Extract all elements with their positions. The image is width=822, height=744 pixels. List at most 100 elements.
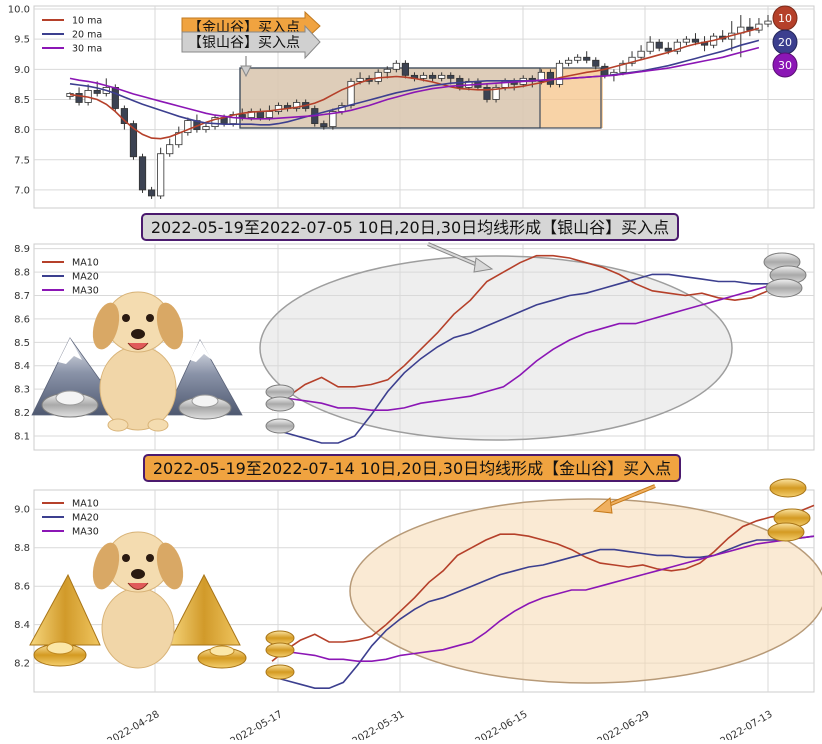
ma10-line-silver — [271, 254, 769, 411]
candle-body — [646, 41, 654, 52]
y-tick-label: 8.2 — [14, 659, 30, 670]
dog-icon — [92, 291, 184, 432]
x-tick-labels: 2022-04-28 2022-05-17 2022-05-31 2022-06-15… — [106, 709, 775, 744]
candle-body — [93, 90, 101, 94]
candle-body — [637, 50, 645, 58]
candle-body — [628, 56, 636, 64]
gold-ingot-icon — [33, 641, 247, 669]
legend-label: 30 ma — [72, 44, 102, 55]
ma30-line-silver — [272, 285, 769, 412]
candle-body — [75, 93, 83, 103]
ma30-line — [69, 46, 760, 120]
y-tick-label: 9.5 — [14, 35, 30, 46]
y-tick-label: 8.4 — [14, 620, 30, 631]
candle-body — [492, 87, 500, 100]
y-tick-label: 8.1 — [14, 431, 30, 442]
candle-body — [211, 117, 219, 127]
y-tick-label: 8.5 — [14, 338, 30, 349]
ma20-badge-text: 20 — [778, 36, 792, 49]
ma10-line — [69, 27, 760, 140]
candle-body — [682, 38, 691, 43]
candle-body — [664, 47, 672, 52]
ma-lines-lower — [271, 254, 815, 690]
gold-ingot-small-icon — [265, 478, 811, 680]
ma20-badge: 20 — [772, 29, 798, 55]
ma30-badge-text: 30 — [778, 59, 792, 72]
candle-body — [691, 38, 700, 43]
candle-body — [583, 56, 591, 61]
x-tick-label: 2022-06-29 — [596, 709, 652, 740]
silver-ingot-icon — [41, 390, 232, 420]
candle-body — [184, 120, 192, 134]
candle-body — [546, 71, 555, 85]
y-tick-label: 8.3 — [14, 385, 30, 396]
candle-body — [655, 41, 663, 49]
y-tick-label: 8.6 — [14, 314, 30, 325]
y-tick-label: 8.6 — [14, 582, 30, 593]
gold-pointer-arrow-icon — [592, 484, 656, 514]
candle-body — [157, 153, 165, 197]
candle-body — [574, 56, 582, 61]
y-tick-label: 8.0 — [14, 125, 30, 136]
x-tick-label: 2022-04-28 — [106, 709, 162, 740]
candle-body — [129, 123, 138, 158]
candle-body — [265, 111, 274, 118]
candle-body — [120, 108, 128, 124]
candle-body — [401, 62, 410, 76]
candle-body — [147, 189, 156, 197]
candle-body — [111, 87, 119, 109]
y-tick-label: 10.0 — [8, 5, 30, 16]
silver-ingot-small-icon — [265, 252, 807, 434]
silver-banner-text: 2022-05-19至2022-07-05 10日,20日,30日均线形成【银山… — [151, 218, 669, 237]
candle-body — [238, 114, 246, 118]
ma10-badge-text: 10 — [778, 12, 792, 25]
candle-body — [537, 71, 545, 82]
y-tick-label: 7.0 — [14, 185, 30, 196]
silver-callout: 【银山谷】买入点 — [181, 24, 321, 60]
ma10-badge: 10 — [772, 5, 798, 31]
candle-body — [383, 68, 391, 73]
legend-label: MA30 — [72, 527, 99, 538]
candle-body — [755, 23, 763, 31]
legend-label: MA20 — [72, 272, 99, 283]
y-tick-label: 8.5 — [14, 95, 30, 106]
ma30-line-gold — [272, 535, 815, 663]
legend-label: MA20 — [72, 513, 99, 524]
y-tick-label: 8.4 — [14, 361, 30, 372]
candle-body — [592, 59, 600, 67]
x-tick-label: 2022-07-13 — [719, 709, 775, 740]
silver-valley-ellipse — [259, 255, 733, 441]
dog-icon-2 — [92, 531, 184, 669]
candle-body — [428, 74, 437, 79]
candle-body — [138, 156, 147, 191]
candle-body — [619, 62, 627, 73]
x-tick-label: 2022-06-15 — [474, 709, 530, 740]
candle-body — [564, 59, 573, 64]
candle-body — [555, 62, 564, 85]
callout-arrow-icon — [240, 56, 252, 78]
y-tick-label: 8.8 — [14, 543, 30, 554]
silver-pointer-arrow-icon — [427, 242, 494, 273]
x-tick-label: 2022-05-17 — [229, 709, 285, 740]
candle-body — [438, 74, 446, 79]
candle-body — [764, 20, 772, 25]
gold-pyramid-icon — [29, 573, 241, 646]
candle-body — [320, 123, 328, 127]
candle-body — [356, 77, 364, 82]
y-tick-label: 8.7 — [14, 291, 30, 302]
ma30-badge: 30 — [772, 52, 798, 78]
legends: 10 ma 20 ma 30 ma MA10 MA20 MA30 MA10 MA20 MA30 — [42, 16, 102, 538]
legend-label: MA10 — [72, 499, 99, 510]
candle-body — [483, 87, 491, 100]
y-tick-label: 8.9 — [14, 244, 30, 255]
candle-body — [601, 65, 609, 76]
y-tick-label: 7.5 — [14, 155, 30, 166]
candle-body — [202, 126, 210, 131]
gold-valley-ellipse — [349, 498, 822, 684]
y-tick-label: 9.0 — [14, 65, 30, 76]
legend-label: MA30 — [72, 286, 99, 297]
candle-body — [447, 74, 455, 79]
y-tick-label: 9.0 — [14, 505, 30, 516]
